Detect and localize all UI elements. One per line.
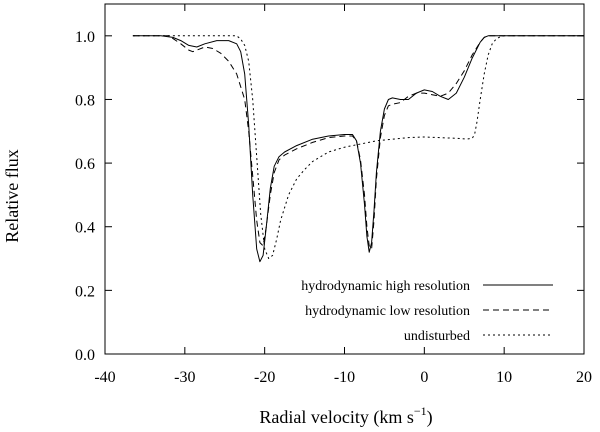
series-line-solid xyxy=(132,35,584,263)
x-axis-title: Radial velocity (km s−1) xyxy=(259,404,432,428)
x-tick-label: 0 xyxy=(420,369,428,386)
x-tick-label: 10 xyxy=(496,369,512,386)
x-axis-title-main: Radial velocity (km s xyxy=(259,407,413,428)
x-tick-label: -30 xyxy=(174,369,195,386)
x-tick-label: -20 xyxy=(254,369,275,386)
plot-frame xyxy=(104,3,585,355)
y-tick-label: 0.6 xyxy=(75,156,95,173)
y-tick-labels: 0.0 0.2 0.4 0.6 0.8 1.0 xyxy=(75,29,95,364)
y-tick-label: 0.8 xyxy=(75,92,95,109)
y-tick-label: 0.0 xyxy=(75,347,95,364)
y-axis-title: Relative flux xyxy=(2,149,22,242)
x-axis-title-close: ) xyxy=(427,407,433,428)
legend: hydrodynamic high resolution hydrodynamic… xyxy=(301,279,553,344)
x-axis-title-exponent: −1 xyxy=(414,404,427,418)
series-layer xyxy=(132,35,584,263)
y-tick-label: 0.2 xyxy=(75,283,95,300)
legend-label: undisturbed xyxy=(404,329,470,344)
y-tick-label: 1.0 xyxy=(75,29,95,46)
x-tick-label: -10 xyxy=(334,369,355,386)
series-line-dashed xyxy=(132,35,584,250)
legend-label: hydrodynamic low resolution xyxy=(305,304,470,319)
x-tick-labels: -40 -30 -20 -10 0 10 20 xyxy=(94,369,592,386)
x-tick-label: 20 xyxy=(576,369,592,386)
y-tick-label: 0.4 xyxy=(75,220,95,237)
legend-label: hydrodynamic high resolution xyxy=(301,279,470,294)
series-line-dotted xyxy=(132,35,584,259)
x-tick-label: -40 xyxy=(94,369,115,386)
axis-ticks xyxy=(104,4,585,355)
